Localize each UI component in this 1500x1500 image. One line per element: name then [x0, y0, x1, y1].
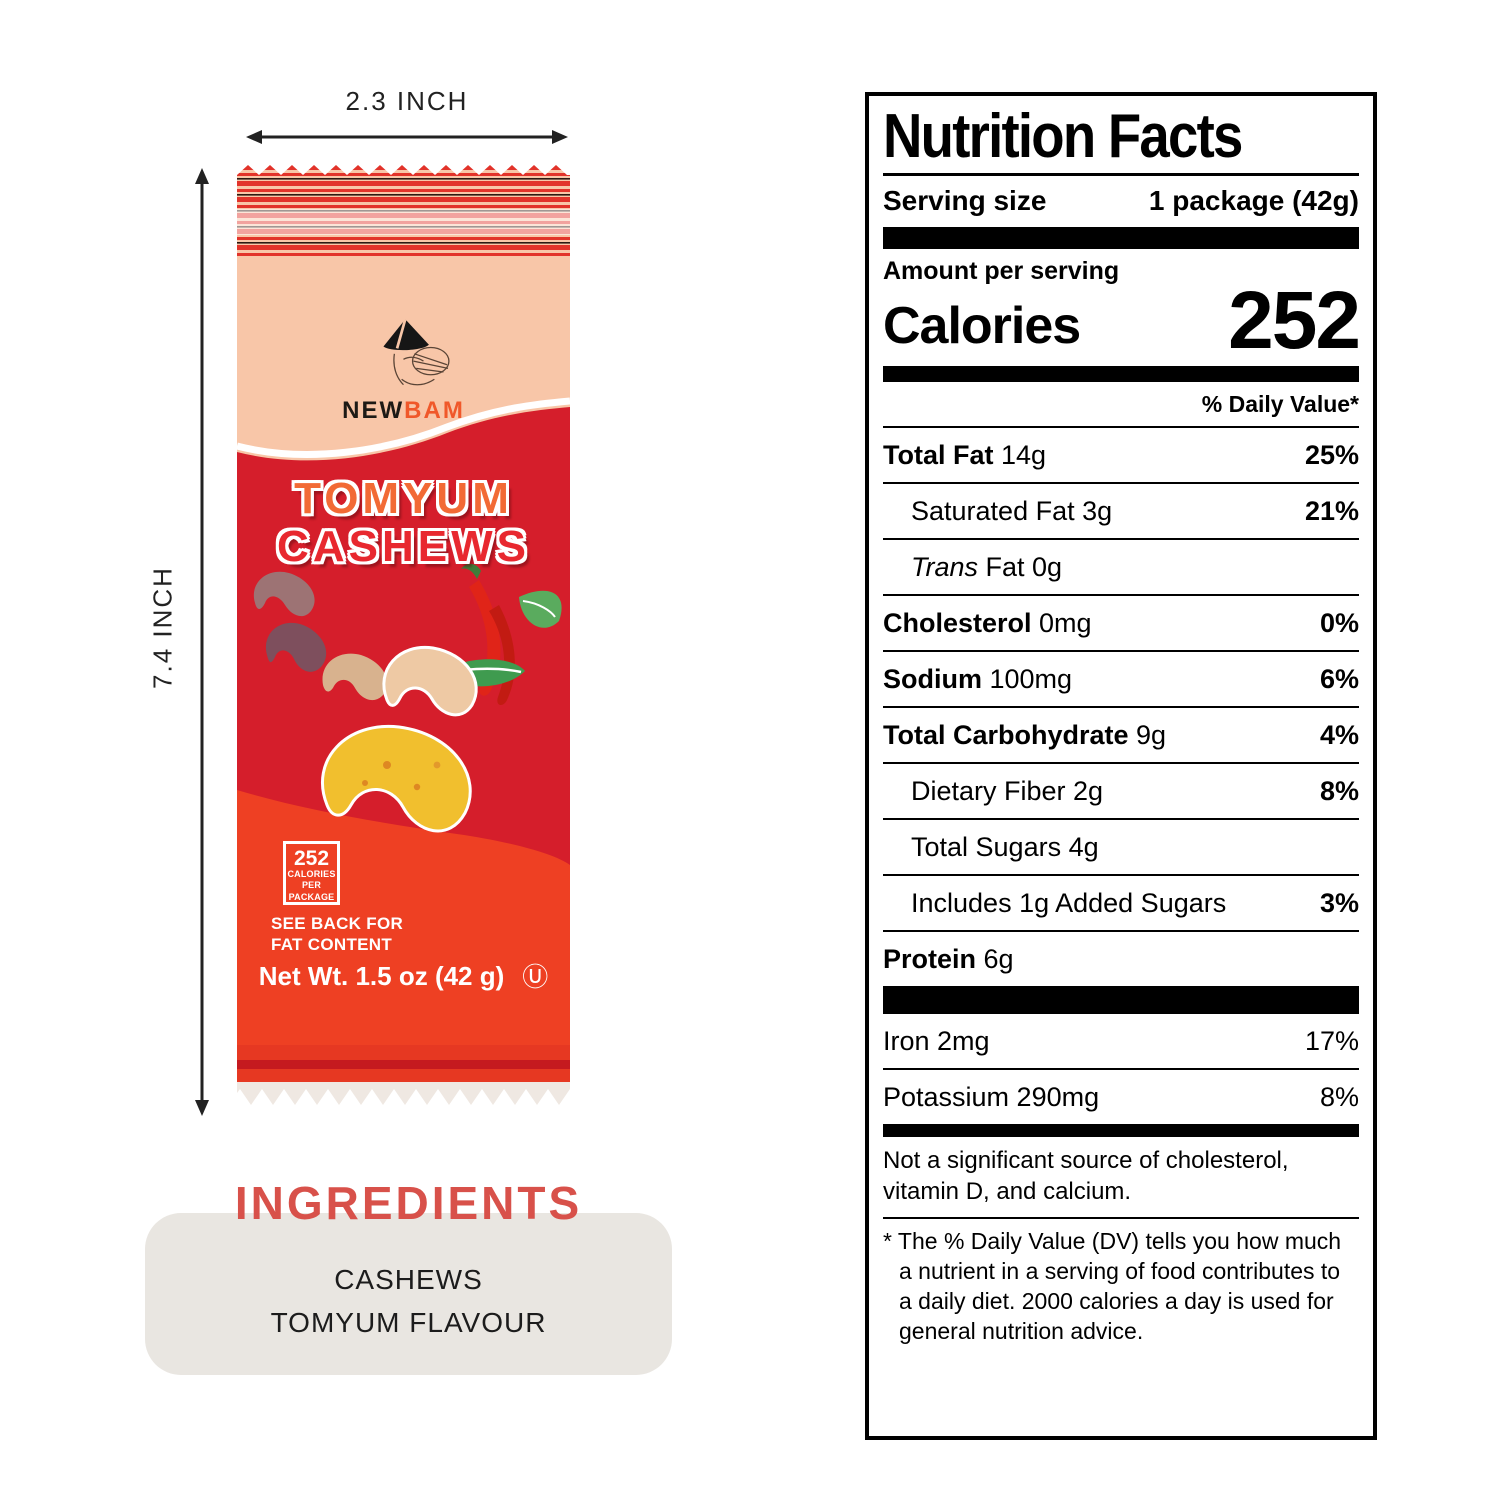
mineral-label: Iron 2mg	[883, 1025, 990, 1056]
nutrient-label: Cholesterol 0mg	[883, 607, 1092, 638]
nutrient-label: Includes 1g Added Sugars	[911, 887, 1227, 918]
mineral-label: Potassium 290mg	[883, 1081, 1100, 1112]
nutrition-title-text: Nutrition Facts	[883, 102, 1243, 171]
separator-bar-medium	[883, 365, 1359, 382]
ingredient-item: TOMYUM FLAVOUR	[270, 1307, 547, 1339]
mineral-row: Potassium 290mg 8%	[883, 1070, 1359, 1124]
nutrient-label: Protein 6g	[883, 943, 1014, 974]
package-image: NEWBAM TOMYUM CASHEWS 252 CALORIES PER P…	[237, 165, 570, 1117]
kosher-u-icon: Ⓤ	[522, 961, 549, 992]
separator-bar-thick2	[883, 985, 1359, 1014]
net-weight-text: Net Wt. 1.5 oz (42 g)	[258, 961, 505, 991]
calories-badge-line2: PER PACKAGE	[288, 880, 335, 902]
see-back-line1: SEE BACK FOR	[271, 914, 404, 933]
height-dimension-label: 7.4 INCH	[147, 566, 178, 689]
package-artwork	[237, 165, 570, 1105]
nutrient-row: Trans Fat 0g	[883, 540, 1359, 596]
width-dimension-label: 2.3 INCH	[345, 86, 469, 116]
brand-part-new: NEW	[342, 397, 405, 424]
calories-label: Calories	[883, 296, 1081, 355]
bottom-seal	[237, 1045, 570, 1105]
nutrient-row: Sodium 100mg 6%	[883, 652, 1359, 708]
top-seal	[237, 165, 570, 261]
mineral-percent: 8%	[1319, 1081, 1359, 1112]
nutrient-percent: 25%	[1304, 439, 1359, 470]
net-weight-row: Net Wt. 1.5 oz (42 g) Ⓤ	[237, 961, 570, 992]
nutrient-row: Dietary Fiber 2g 8%	[883, 764, 1359, 820]
mineral-percent: 17%	[1304, 1025, 1359, 1056]
nutrient-label: Trans Fat 0g	[911, 551, 1063, 582]
separator-bar-thick	[883, 227, 1359, 250]
brand-name: NEWBAM	[237, 397, 570, 425]
see-back-line2: FAT CONTENT	[271, 935, 393, 955]
nutrition-rows: Total Fat 14g 25% Saturated Fat 3g 21% Trans…	[883, 428, 1359, 986]
width-arrow-icon	[246, 130, 568, 144]
daily-value-header: % Daily Value*	[883, 382, 1359, 428]
mineral-rows: Iron 2mg 17% Potassium 290mg 8%	[883, 1014, 1359, 1124]
calories-value: 252	[1228, 275, 1361, 367]
ingredients-box	[145, 1213, 672, 1375]
nutrient-percent: 4%	[1319, 719, 1359, 750]
nutrient-percent: 6%	[1319, 663, 1359, 694]
separator-bar-thin	[883, 1123, 1359, 1137]
nutrient-percent: 8%	[1319, 775, 1359, 806]
nutrient-percent: 21%	[1304, 495, 1359, 526]
calories-badge: 252 CALORIES PER PACKAGE	[283, 841, 340, 905]
cashew-illustrations	[253, 571, 478, 833]
product-title-line2: CASHEWS	[277, 522, 530, 571]
nutrient-label: Sodium 100mg	[883, 663, 1073, 694]
ingredient-item: CASHEWS	[334, 1264, 483, 1295]
ingredients-heading: INGREDIENTS	[234, 1177, 583, 1229]
farmer-logo-sketch-icon	[383, 318, 450, 386]
calories-badge-value: 252	[293, 847, 330, 870]
nutrient-label: Total Fat 14g	[883, 439, 1047, 470]
serving-size-label: Serving size	[883, 185, 1047, 217]
serving-size-value: 1 package (42g)	[1148, 185, 1359, 217]
brand-part-bam: BAM	[404, 397, 465, 424]
height-arrow-icon	[195, 168, 209, 1116]
nutrient-row: Total Sugars 4g	[883, 820, 1359, 876]
nutrient-row: Total Carbohydrate 9g 4%	[883, 708, 1359, 764]
ingredients-list: CASHEWS TOMYUM FLAVOUR	[145, 1258, 672, 1345]
calories-row: Calories 252	[883, 275, 1361, 367]
nutrient-row: Saturated Fat 3g 21%	[883, 484, 1359, 540]
nutrient-percent: 3%	[1319, 887, 1359, 918]
nutrient-row: Includes 1g Added Sugars 3%	[883, 876, 1359, 932]
nutrient-label: Total Carbohydrate 9g	[883, 719, 1167, 750]
product-title-line1: TOMYUM	[294, 474, 513, 523]
not-significant-note: Not a significant source of cholesterol,…	[883, 1137, 1359, 1220]
nutrient-row: Protein 6g	[883, 932, 1359, 986]
calories-badge-line1: CALORIES	[287, 869, 336, 879]
nutrition-facts-label: Nutrition Facts Serving size 1 package (…	[865, 92, 1377, 1440]
serving-size-row: Serving size 1 package (42g)	[883, 176, 1359, 227]
nutrient-label: Total Sugars 4g	[911, 831, 1099, 862]
nutrient-percent: 0%	[1319, 607, 1359, 638]
nutrition-title: Nutrition Facts	[883, 102, 1359, 177]
see-back-note: SEE BACK FOR FAT CONTENT	[271, 913, 403, 956]
nutrient-row: Cholesterol 0mg 0%	[883, 596, 1359, 652]
nutrient-label: Saturated Fat 3g	[911, 495, 1113, 526]
nutrient-label: Dietary Fiber 2g	[911, 775, 1104, 806]
mineral-row: Iron 2mg 17%	[883, 1014, 1359, 1070]
amount-per-serving-label: Amount per serving	[883, 257, 1120, 286]
nutrient-row: Total Fat 14g 25%	[883, 428, 1359, 484]
daily-value-footnote: * The % Daily Value (DV) tells you how m…	[883, 1228, 1342, 1344]
